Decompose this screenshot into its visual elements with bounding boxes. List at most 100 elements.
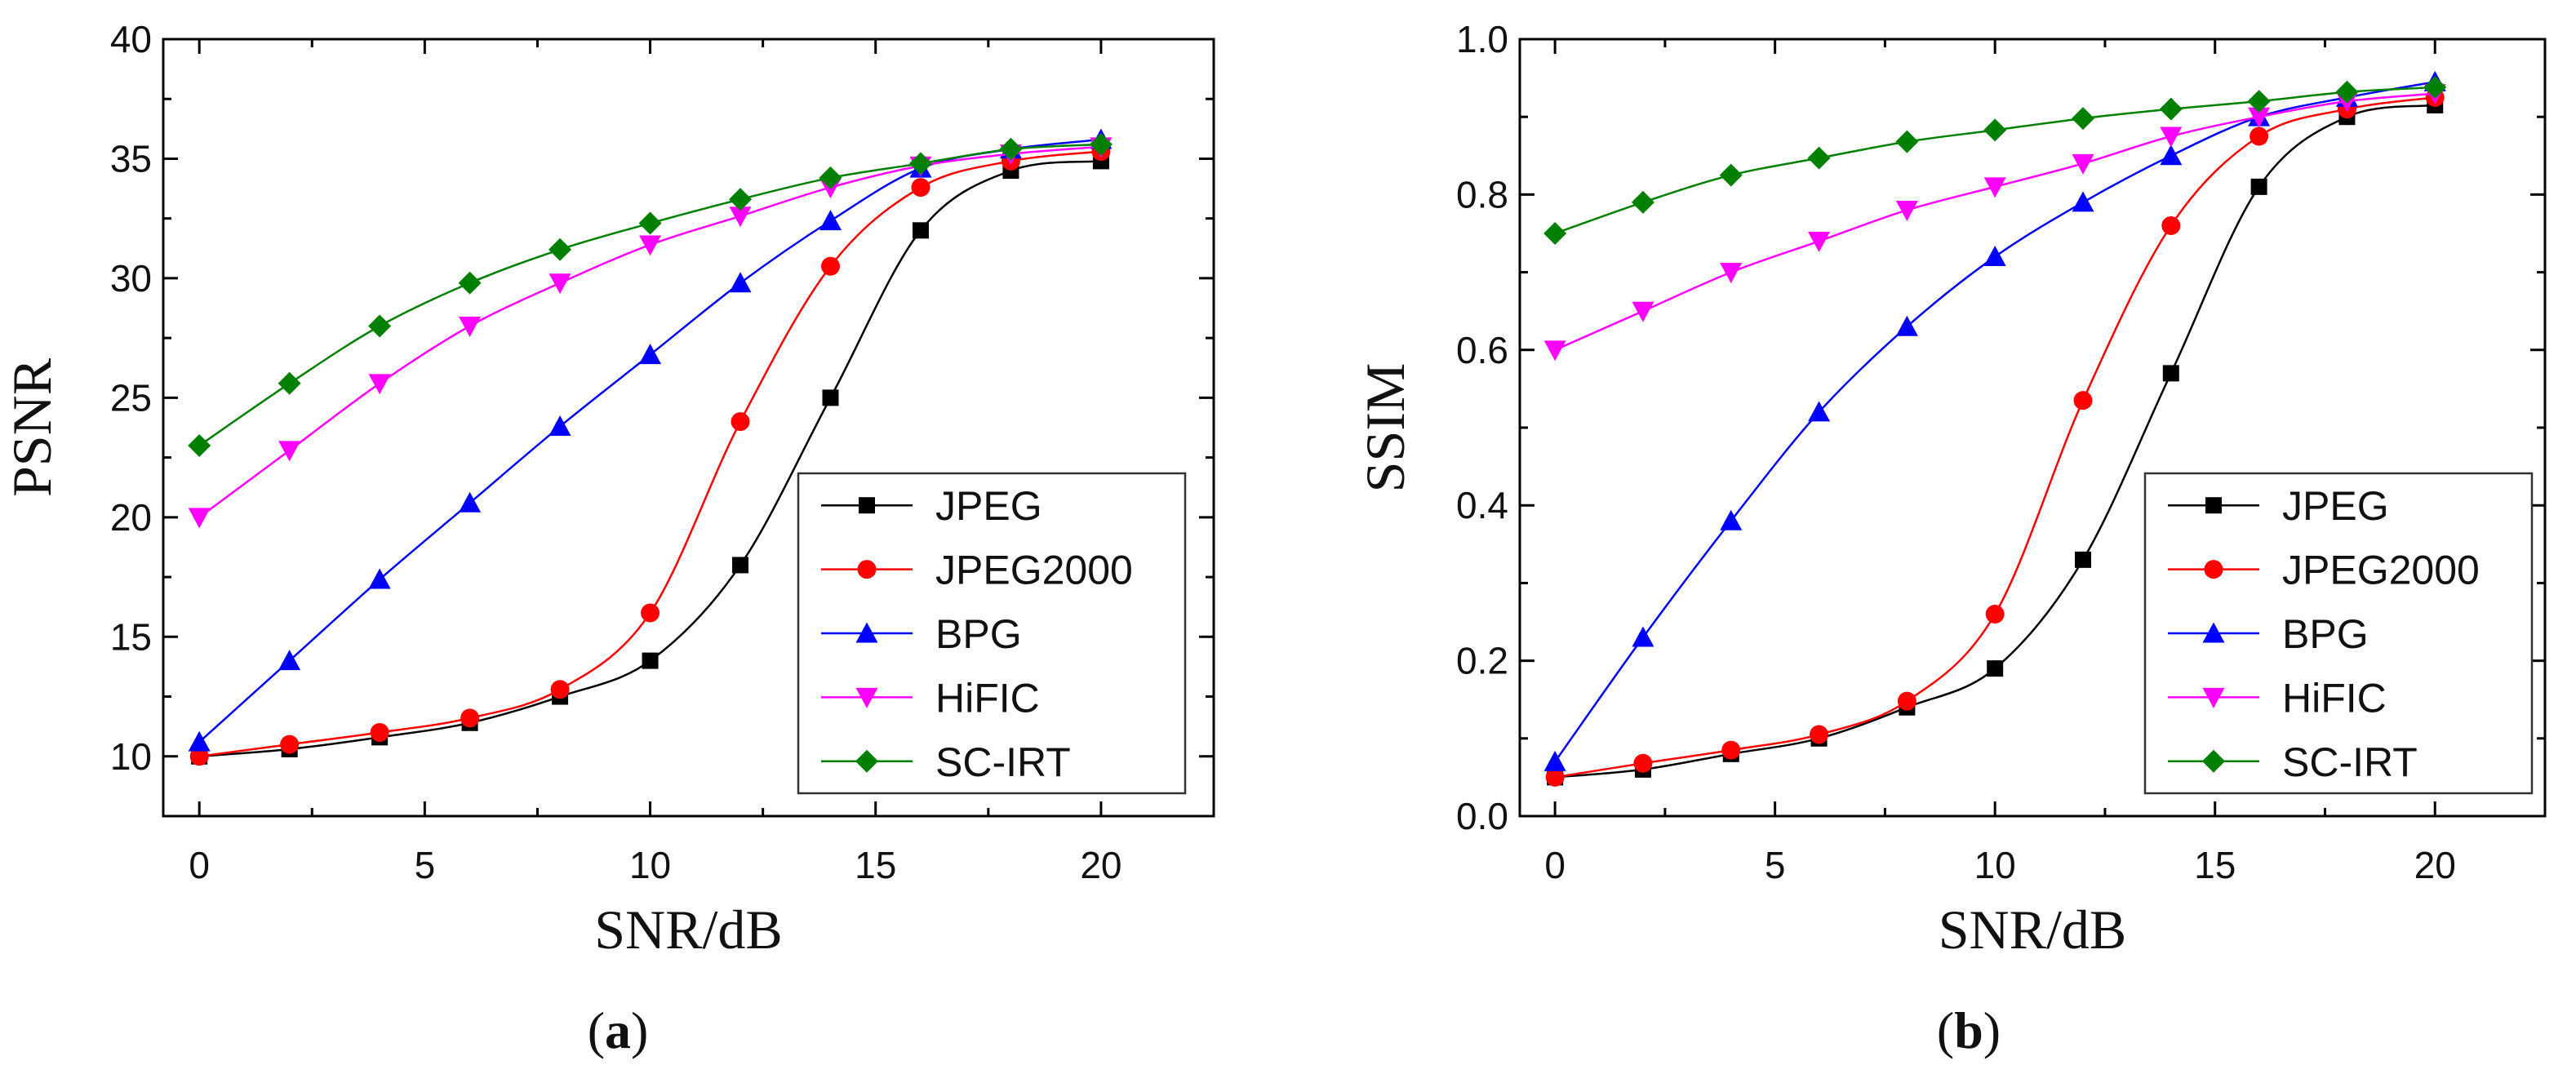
- marker-triangle-down: [1808, 232, 1831, 253]
- marker-diamond: [2159, 97, 2183, 121]
- legend-label: SC-IRT: [2282, 739, 2418, 785]
- x-tick-label: 0: [189, 844, 210, 886]
- marker-triangle-up: [855, 622, 878, 643]
- legend: JPEG JPEG2000 BPG HiFIC SC-IRT: [797, 472, 1187, 795]
- marker-triangle-up: [188, 730, 211, 752]
- marker-diamond: [855, 749, 878, 773]
- series-sc-irt: [188, 132, 1113, 457]
- legend-label: JPEG2000: [935, 548, 1133, 593]
- marker-triangle-down: [2248, 107, 2271, 128]
- marker-triangle-up: [2072, 191, 2094, 212]
- marker-triangle-down: [459, 317, 482, 338]
- marker-diamond: [2335, 80, 2359, 104]
- series-jpeg2000: [189, 142, 1111, 766]
- marker-triangle-up: [1632, 626, 1654, 647]
- marker-triangle-down: [639, 235, 662, 256]
- marker-square: [912, 222, 929, 239]
- y-tick-label: 1.0: [1456, 18, 1508, 60]
- marker-square: [642, 652, 659, 669]
- y-tick-label: 20: [110, 496, 152, 539]
- marker-square: [732, 557, 749, 574]
- marker-circle: [460, 708, 480, 728]
- marker-circle: [1897, 691, 1916, 711]
- marker-triangle-down: [278, 441, 301, 462]
- legend-label: JPEG: [2282, 483, 2389, 529]
- marker-diamond: [729, 188, 753, 211]
- marker-circle: [1721, 740, 1741, 760]
- legend-label: SC-IRT: [935, 739, 1071, 785]
- marker-triangle-down: [1632, 301, 1654, 322]
- marker-diamond: [458, 271, 482, 295]
- marker-square: [2074, 551, 2091, 568]
- panel-label: (b): [1937, 1001, 2001, 1059]
- marker-circle: [280, 734, 300, 754]
- marker-diamond: [2071, 107, 2094, 131]
- marker-triangle-down: [729, 206, 752, 228]
- marker-circle: [370, 722, 389, 742]
- marker-diamond: [549, 237, 572, 261]
- series-sc-irt: [1543, 76, 2447, 245]
- y-tick-label: 0.4: [1456, 484, 1508, 526]
- y-tick-label: 15: [110, 615, 152, 658]
- series-hific: [1543, 84, 2446, 362]
- marker-square: [859, 497, 875, 514]
- marker-circle: [550, 680, 570, 699]
- x-tick-label: 15: [855, 844, 896, 886]
- marker-diamond: [638, 211, 662, 235]
- marker-circle: [911, 178, 930, 197]
- y-tick-label: 30: [110, 257, 152, 300]
- x-tick-label: 0: [1544, 844, 1566, 886]
- marker-diamond: [1983, 118, 2007, 142]
- legend-item-jpeg2000: JPEG2000: [821, 548, 1133, 593]
- legend-item-jpeg: JPEG: [2168, 483, 2389, 529]
- marker-triangle-up: [278, 650, 301, 671]
- marker-triangle-up: [1808, 401, 1831, 422]
- x-tick-label: 10: [1974, 844, 2016, 886]
- series-hific: [188, 137, 1113, 529]
- x-tick-label: 15: [2194, 844, 2236, 886]
- marker-diamond: [908, 152, 932, 175]
- marker-diamond: [2423, 76, 2447, 100]
- marker-triangle-down: [1543, 340, 1566, 362]
- marker-square: [2205, 497, 2222, 514]
- marker-triangle-up: [729, 272, 752, 293]
- y-tick-label: 0.6: [1456, 329, 1508, 371]
- marker-diamond: [1895, 130, 1919, 153]
- marker-diamond: [1719, 163, 1743, 187]
- marker-triangle-up: [1983, 246, 2006, 267]
- legend-label: JPEG2000: [2282, 548, 2480, 593]
- x-tick-label: 10: [629, 844, 671, 886]
- legend-label: BPG: [935, 611, 1022, 657]
- x-tick-label: 5: [1765, 844, 1786, 886]
- marker-diamond: [278, 371, 301, 395]
- series-line: [199, 160, 1102, 758]
- marker-diamond: [368, 314, 392, 338]
- marker-diamond: [819, 166, 842, 189]
- marker-diamond: [2202, 749, 2225, 773]
- marker-square: [2250, 178, 2267, 195]
- marker-circle: [2161, 215, 2181, 235]
- x-axis-title: SNR/dB: [1939, 899, 2127, 961]
- marker-triangle-down: [1983, 177, 2006, 198]
- legend-item-hific: HiFIC: [821, 675, 1040, 721]
- y-tick-label: 40: [110, 18, 152, 60]
- plot-frame: [162, 38, 1215, 818]
- x-tick-label: 20: [1080, 844, 1121, 886]
- chart-ssim: 0 5 10 15 20 0.0 0.2 0.4 0.6 0.8 1.0 SNR/dB SSIM (b) J…: [1354, 18, 2547, 1059]
- marker-triangle-up: [819, 210, 842, 231]
- legend: JPEG JPEG2000 BPG HiFIC SC-IRT: [2143, 472, 2534, 795]
- x-tick-label: 20: [2414, 844, 2456, 886]
- marker-circle: [641, 603, 660, 623]
- legend-item-jpeg2000: JPEG2000: [2168, 548, 2480, 593]
- legend-item-bpg: BPG: [821, 611, 1022, 657]
- legend-item-sc-irt: SC-IRT: [821, 739, 1071, 785]
- marker-triangle-up: [1543, 750, 1566, 771]
- marker-circle: [857, 560, 877, 579]
- marker-diamond: [2247, 90, 2271, 113]
- marker-triangle-up: [1720, 509, 1743, 530]
- marker-triangle-up: [368, 568, 391, 589]
- marker-triangle-down: [2160, 126, 2183, 148]
- marker-diamond: [999, 137, 1023, 161]
- marker-triangle-down: [855, 687, 878, 708]
